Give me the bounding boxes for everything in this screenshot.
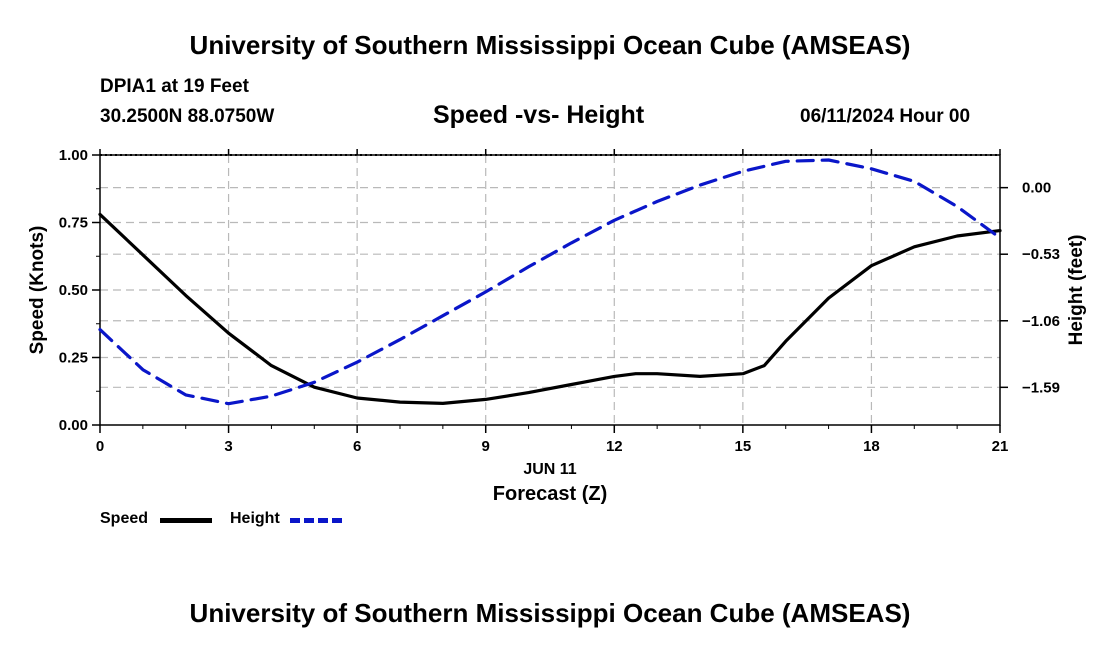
y-axis-left-label: Speed (Knots) bbox=[27, 226, 48, 355]
series-lines bbox=[98, 158, 1002, 406]
y-right-tick-label: −1.06 bbox=[1022, 313, 1060, 330]
x-tick-label: 0 bbox=[96, 438, 104, 455]
legend-height-label: Height bbox=[230, 510, 280, 527]
axis-ticks: 0 3 6 9 12 15 18 21 0.00 0.25 0.50 0.75 1.00 0.00 −0.5… bbox=[59, 147, 1060, 455]
grid bbox=[100, 154, 1000, 425]
x-tick-label: 6 bbox=[353, 438, 361, 455]
station-label: DPIA1 at 19 Feet bbox=[100, 76, 249, 97]
footer-title: University of Southern Mississippi Ocean… bbox=[189, 598, 911, 628]
x-tick-label: 12 bbox=[606, 438, 623, 455]
y-left-tick-label: 0.75 bbox=[59, 215, 88, 232]
x-tick-label: 9 bbox=[482, 438, 490, 455]
y-axis-right-label: Height (feet) bbox=[1066, 235, 1087, 346]
x-axis-date-label: JUN 11 bbox=[523, 461, 576, 478]
legend-height-swatch bbox=[290, 518, 342, 523]
legend-speed-label: Speed bbox=[100, 510, 149, 527]
coordinates-label: 30.2500N 88.0750W bbox=[100, 106, 275, 127]
chart-title: Speed -vs- Height bbox=[433, 101, 645, 129]
y-left-tick-label: 0.00 bbox=[59, 417, 88, 434]
y-right-tick-label: −1.59 bbox=[1022, 379, 1060, 396]
forecast-datetime: 06/11/2024 Hour 00 bbox=[800, 106, 971, 127]
y-right-tick-label: −0.53 bbox=[1022, 246, 1060, 263]
x-tick-label: 18 bbox=[863, 438, 880, 455]
x-axis-label: Forecast (Z) bbox=[493, 483, 607, 505]
speed-line bbox=[98, 212, 1002, 405]
legend-speed-swatch bbox=[160, 518, 212, 523]
y-left-tick-label: 0.50 bbox=[59, 282, 88, 299]
y-right-tick-label: 0.00 bbox=[1022, 180, 1051, 197]
x-tick-label: 3 bbox=[224, 438, 232, 455]
height-line bbox=[98, 158, 1002, 406]
axis-labels: JUN 11 Forecast (Z) Speed (Knots) Height… bbox=[27, 226, 1087, 505]
y-left-tick-label: 0.25 bbox=[59, 350, 88, 367]
y-left-tick-label: 1.00 bbox=[59, 147, 88, 164]
x-tick-label: 21 bbox=[992, 438, 1009, 455]
x-tick-label: 15 bbox=[735, 438, 752, 455]
page-title: University of Southern Mississippi Ocean… bbox=[189, 30, 911, 60]
